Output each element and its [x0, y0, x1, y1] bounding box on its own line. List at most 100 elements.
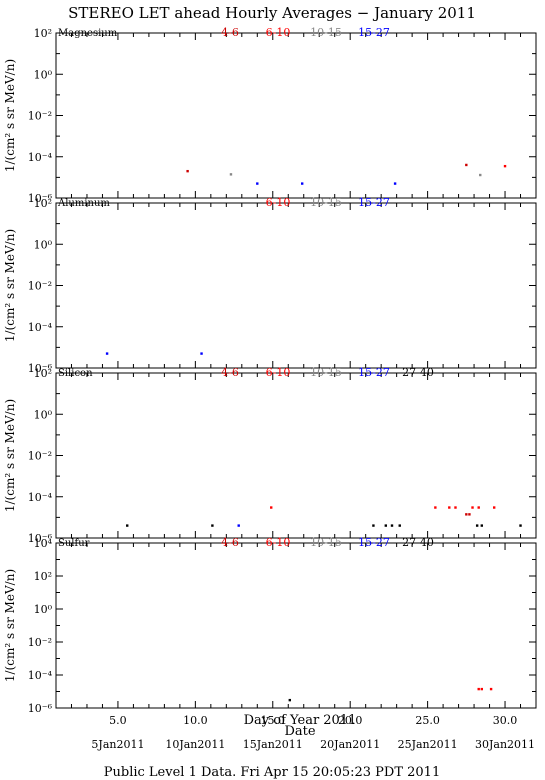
legend-entry: 27-40 [402, 536, 434, 549]
x-tick-label: 20.0 [338, 714, 363, 727]
x-tick-label: 30.0 [493, 714, 518, 727]
legend-entry: 6-10 [266, 536, 291, 549]
data-point [477, 687, 480, 691]
data-point [492, 506, 496, 509]
legend-entry: 4-6 [221, 366, 239, 379]
date-tick-label: 5Jan2011 [91, 738, 144, 751]
data-point [503, 164, 507, 168]
date-axis-label: Date [284, 724, 315, 739]
x-tick-label: 15.0 [261, 714, 286, 727]
data-point [105, 352, 109, 355]
date-tick-labels: 5Jan2011 10Jan2011 15Jan2011 20Jan2011 25Jan… [91, 738, 535, 751]
y-axis-label: 1/(cm² s sr MeV/n) [3, 399, 17, 512]
panel-sulfur: 10⁴ 10² 10⁰ 10⁻² 10⁻⁴ 10⁻⁶ 1/(cm² s sr MeV/n) S… [3, 536, 537, 715]
data-point [434, 506, 437, 509]
x-axis-label: Day of Year 2011 [244, 713, 357, 728]
legend-entry: 4-6 [221, 536, 239, 549]
panel-element-label: Silicon [58, 368, 93, 379]
data-point [468, 513, 471, 516]
data-point [448, 506, 451, 509]
data-point [126, 524, 129, 527]
legend-entry: 10-15 [310, 366, 342, 379]
data-point [390, 524, 394, 527]
panel-silicon: 10² 10⁰ 10⁻² 10⁻⁴ 10⁻⁶ 1/(cm² s sr MeV/n) Sili… [3, 366, 537, 545]
y-axis-label: 1/(cm² s sr MeV/n) [3, 59, 17, 172]
panel-frame [55, 202, 537, 369]
legend-entry: 15-27 [358, 536, 390, 549]
data-point [229, 173, 233, 176]
panels: 10² 10⁰ 10⁻² 10⁻⁴ 10⁻⁶ 1/(cm² s sr MeV/n) Magn… [3, 26, 537, 727]
date-tick-label: 15Jan2011 [243, 738, 303, 751]
y-tick-label: 10⁻² [28, 636, 52, 649]
x-tick-label: 10.0 [183, 714, 208, 727]
data-point [471, 506, 474, 509]
y-tick-label: 10⁻⁶ [28, 362, 53, 375]
legend-entry: 6-10 [266, 196, 291, 209]
y-tick-label: 10⁰ [34, 408, 53, 421]
data-point [477, 506, 480, 509]
legend-entry: 27-40 [402, 366, 434, 379]
date-tick-label: 20Jan2011 [320, 738, 380, 751]
y-tick-label: 10² [34, 570, 52, 583]
date-tick-label: 10Jan2011 [165, 738, 225, 751]
panel-frame [55, 542, 537, 709]
panel-element-label: Sulfur [58, 538, 90, 549]
panel-frame [55, 372, 537, 539]
data-point [256, 182, 259, 185]
y-tick-label: 10⁻⁴ [28, 151, 53, 164]
data-point [211, 524, 214, 527]
y-tick-label: 10⁻⁴ [28, 669, 53, 682]
legend-entry: 10-15 [310, 26, 342, 39]
data-point [489, 687, 493, 691]
y-axis-label: 1/(cm² s sr MeV/n) [3, 569, 17, 682]
y-tick-label: 10⁰ [34, 238, 53, 251]
legend-entry: 4-6 [221, 26, 239, 39]
panel-frame [55, 32, 537, 199]
data-point [465, 513, 468, 516]
data-point [200, 352, 203, 355]
data-point [372, 524, 375, 527]
y-tick-label: 10² [34, 27, 52, 40]
data-point [398, 524, 401, 527]
data-point [288, 698, 292, 702]
y-tick-label: 10⁴ [34, 537, 53, 550]
legend-entry: 6-10 [266, 366, 291, 379]
y-tick-label: 10⁻² [28, 110, 52, 123]
date-tick-label: 25Jan2011 [398, 738, 458, 751]
legend-entry: 15-27 [358, 196, 390, 209]
y-tick-label: 10⁻⁶ [28, 532, 53, 545]
legend-entry: 6-10 [266, 26, 291, 39]
legend-entry: 10-15 [310, 196, 342, 209]
data-point [479, 173, 482, 177]
y-tick-label: 10⁻² [28, 280, 52, 293]
date-tick-label: 30Jan2011 [475, 738, 535, 751]
y-tick-label: 10² [34, 197, 52, 210]
data-point [270, 506, 273, 509]
y-tick-label: 10² [34, 367, 52, 380]
panel-element-label: Aluminum [57, 198, 110, 209]
y-axis-label: 1/(cm² s sr MeV/n) [3, 229, 17, 342]
data-point [519, 524, 522, 527]
panel-element-label: Magnesium [58, 28, 118, 39]
y-tick-label: 10⁰ [34, 603, 53, 616]
chart-title: STEREO LET ahead Hourly Averages − Janua… [68, 4, 476, 22]
legend-entry: 15-27 [358, 366, 390, 379]
y-tick-label: 10⁰ [34, 68, 53, 81]
data-point [454, 506, 457, 509]
data-point [393, 182, 397, 185]
data-point [475, 524, 479, 527]
data-point [465, 163, 468, 167]
y-tick-label: 10⁻⁶ [28, 192, 53, 205]
legend-entry: 15-27 [358, 26, 390, 39]
footer-text: Public Level 1 Data. Fri Apr 15 20:05:23… [104, 765, 440, 780]
data-point [186, 169, 189, 173]
data-point [480, 524, 484, 527]
panel-magnesium: 10² 10⁰ 10⁻² 10⁻⁴ 10⁻⁶ 1/(cm² s sr MeV/n) Magn… [3, 26, 537, 205]
legend-entry: 10-15 [310, 536, 342, 549]
data-point [237, 524, 240, 527]
y-tick-label: 10⁻⁴ [28, 321, 53, 334]
x-tick-label: 5.0 [109, 714, 127, 727]
y-tick-label: 10⁻² [28, 450, 52, 463]
y-tick-label: 10⁻⁴ [28, 491, 53, 504]
